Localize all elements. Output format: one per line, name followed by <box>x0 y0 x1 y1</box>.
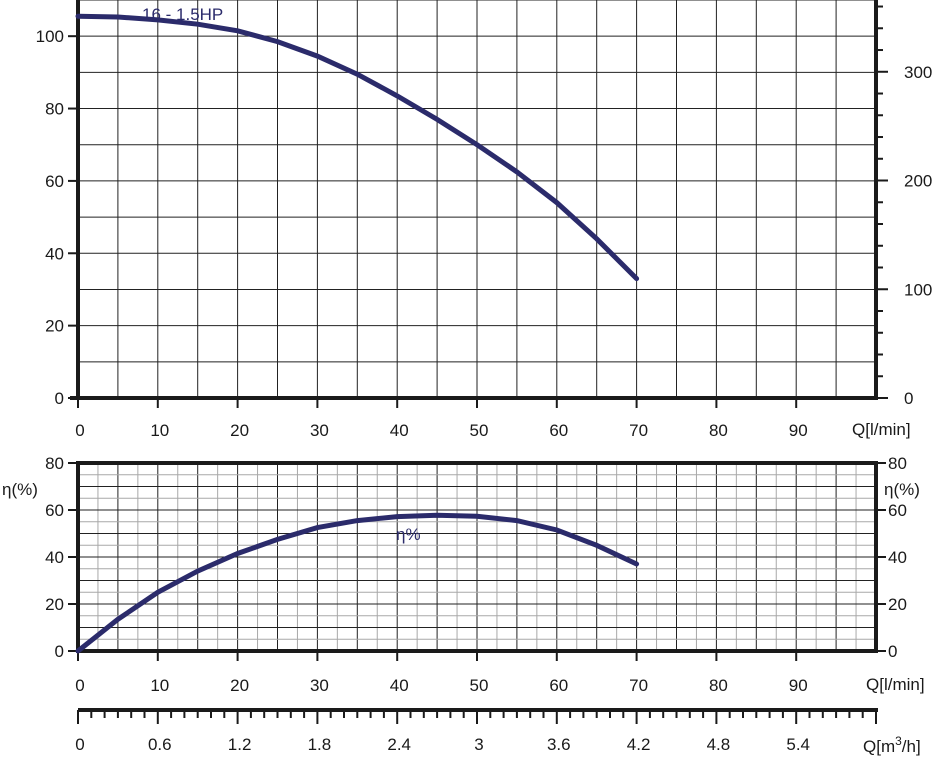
efficiency-left-tick-label: 40 <box>45 548 64 567</box>
efficiency-series-label: η% <box>396 525 421 544</box>
head-chart-frame <box>70 0 878 400</box>
efficiency-x-tick-label: 10 <box>150 676 169 695</box>
efficiency-left-tick-label: 0 <box>55 642 64 661</box>
head-series-label: 16 - 1.5HP <box>142 5 223 24</box>
head-right-tick-label: 200 <box>904 172 932 191</box>
efficiency-left-tick-label: 20 <box>45 595 64 614</box>
efficiency-y-axis-label-right: η(%) <box>884 480 920 499</box>
head-left-tick-label: 60 <box>45 172 64 191</box>
head-x-tick-label: 10 <box>150 421 169 440</box>
head-x-tick-label: 60 <box>549 421 568 440</box>
efficiency-x-tick-label: 80 <box>709 676 728 695</box>
flow-m3h-tick-label: 1.8 <box>308 735 332 754</box>
flow-m3h-axis-label: Q[m3/h] <box>863 734 921 756</box>
efficiency-chart-grid <box>78 463 876 651</box>
head-curve <box>75 13 640 282</box>
flow-m3h-tick-label: 1.2 <box>228 735 252 754</box>
head-x-tick-label: 40 <box>390 421 409 440</box>
efficiency-right-tick-label: 0 <box>888 642 897 661</box>
efficiency-x-tick-label: 20 <box>230 676 249 695</box>
head-left-tick-label: 0 <box>55 389 64 408</box>
head-right-tick-label: 0 <box>904 389 913 408</box>
flow-m3h-tick-label: 3 <box>474 735 483 754</box>
head-x-tick-label: 20 <box>230 421 249 440</box>
flow-m3h-tick-label: 0.6 <box>148 735 172 754</box>
flow-m3h-tick-label: 5.4 <box>786 735 810 754</box>
efficiency-right-tick-label: 60 <box>888 501 907 520</box>
efficiency-right-tick-label: 20 <box>888 595 907 614</box>
efficiency-x-tick-label: 50 <box>470 676 489 695</box>
flow-m3h-tick-label: 4.8 <box>707 735 731 754</box>
head-left-tick-label: 80 <box>45 100 64 119</box>
flow-m3h-tick-label: 3.6 <box>547 735 571 754</box>
head-x-axis-label: Q[l/min] <box>852 420 911 439</box>
efficiency-x-axis-label: Q[l/min] <box>866 675 925 694</box>
efficiency-curve <box>75 512 640 654</box>
efficiency-x-tick-label: 60 <box>549 676 568 695</box>
efficiency-right-tick-label: 80 <box>888 454 907 473</box>
head-x-tick-label: 90 <box>789 421 808 440</box>
flow-m3h-tick-label: 0 <box>75 735 84 754</box>
efficiency-left-tick-label: 80 <box>45 454 64 473</box>
head-left-tick-label: 40 <box>45 244 64 263</box>
flow-m3h-axis: 0 0.6 1.2 1.8 2.4 3 3.6 4.2 4.8 5.4 <box>75 708 878 754</box>
flow-m3h-tick-label: 4.2 <box>627 735 651 754</box>
head-x-tick-label: 0 <box>75 421 84 440</box>
head-x-tick-label: 30 <box>310 421 329 440</box>
efficiency-right-tick-label: 40 <box>888 548 907 567</box>
efficiency-x-tick-label: 40 <box>390 676 409 695</box>
efficiency-x-tick-label: 70 <box>629 676 648 695</box>
efficiency-x-tick-label: 0 <box>75 676 84 695</box>
head-right-tick-label: 300 <box>904 63 932 82</box>
head-left-tick-label: 20 <box>45 317 64 336</box>
efficiency-x-tick-label: 30 <box>310 676 329 695</box>
efficiency-x-tick-label: 90 <box>789 676 808 695</box>
head-x-tick-label: 80 <box>709 421 728 440</box>
head-right-tick-label: 100 <box>904 280 932 299</box>
efficiency-left-tick-label: 60 <box>45 501 64 520</box>
head-chart-ticks: 0 20 40 60 80 100 0 10 20 30 40 50 60 70 80 90 0 100 200 30… <box>36 5 932 440</box>
head-left-tick-label: 100 <box>36 27 64 46</box>
efficiency-y-axis-label-left: η(%) <box>2 480 38 499</box>
head-x-tick-label: 70 <box>629 421 648 440</box>
head-chart-grid <box>78 0 876 398</box>
flow-m3h-tick-label: 2.4 <box>387 735 411 754</box>
head-x-tick-label: 50 <box>470 421 489 440</box>
